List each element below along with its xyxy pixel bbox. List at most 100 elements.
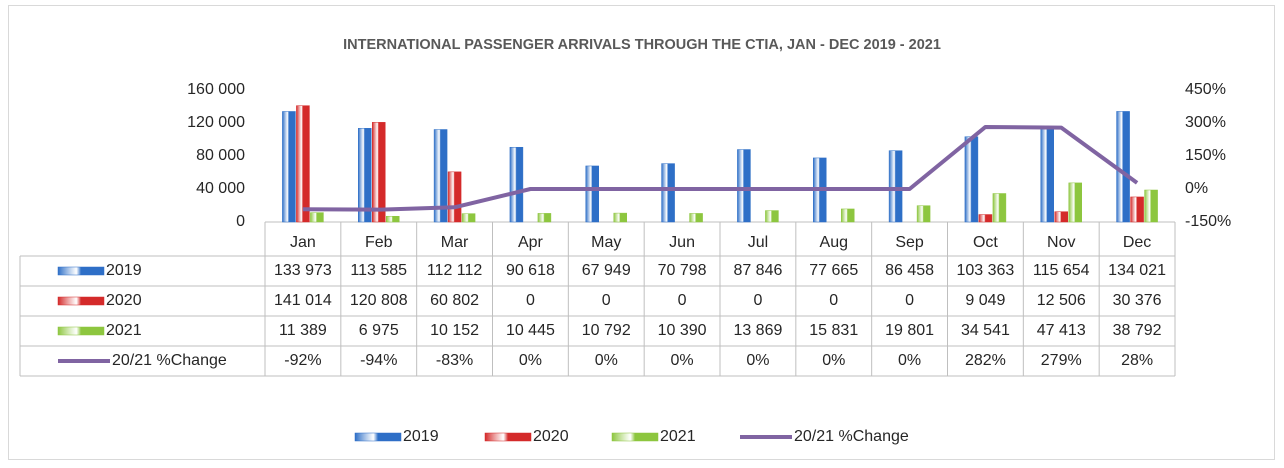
table-cell: 34 541	[961, 322, 1010, 339]
table-row-label: 20/21 %Change	[112, 352, 227, 369]
bar	[888, 150, 903, 223]
table-cell: 70 798	[658, 262, 707, 279]
table-cell: 19 801	[885, 322, 934, 339]
bar	[461, 213, 476, 223]
table-cell: 115 654	[1033, 262, 1090, 279]
y2-tick-label: 0%	[1185, 180, 1208, 197]
bar	[661, 163, 675, 223]
legend-key	[484, 432, 532, 442]
table-cell: 112 112	[427, 262, 483, 279]
bar	[310, 212, 324, 223]
bar	[433, 129, 448, 223]
x-tick-label: Apr	[518, 234, 544, 251]
x-tick-label: Jun	[669, 234, 695, 251]
legend-key	[611, 432, 659, 442]
legend-label: 2020	[533, 428, 569, 445]
table-cell: 0	[829, 292, 838, 309]
table-cell: 0%	[595, 352, 618, 369]
legend-key	[57, 326, 105, 336]
y-tick-label: 120 000	[187, 114, 245, 131]
table-cell: 0	[753, 292, 762, 309]
x-tick-label: Aug	[820, 234, 848, 251]
table-cell: 113 585	[350, 262, 407, 279]
bar	[689, 213, 703, 223]
line-series	[302, 124, 1139, 212]
table-cell: 90 618	[506, 262, 555, 279]
bar	[978, 214, 993, 223]
bar	[1054, 211, 1068, 223]
x-tick-label: Mar	[441, 234, 469, 251]
table-cell: 13 869	[733, 322, 782, 339]
table-cell: 0%	[671, 352, 694, 369]
bar	[296, 105, 310, 223]
table-cell: 12 506	[1037, 292, 1086, 309]
x-tick-label: Nov	[1047, 234, 1075, 251]
table-cell: 9 049	[965, 292, 1005, 309]
y-tick-label: 160 000	[187, 81, 245, 98]
chart-border	[8, 5, 1275, 460]
table-cell: 134 021	[1108, 262, 1166, 279]
table-row-label: 2019	[106, 262, 142, 279]
bar	[537, 213, 552, 223]
table-cell: 67 949	[582, 262, 631, 279]
x-tick-label: Sep	[895, 234, 924, 251]
y2-tick-label: 150%	[1185, 147, 1226, 164]
table-cell: 15 831	[809, 322, 858, 339]
x-tick-label: Jan	[290, 234, 316, 251]
table-cell: 120 808	[350, 292, 408, 309]
table-cell: 6 975	[359, 322, 399, 339]
table-cell: 47 413	[1037, 322, 1086, 339]
y2-tick-label: -150%	[1185, 213, 1231, 230]
table-cell: 0%	[519, 352, 542, 369]
table-cell: 60 802	[430, 292, 479, 309]
bar	[1068, 182, 1082, 223]
y2-tick-label: 450%	[1185, 81, 1226, 98]
table-cell: -94%	[360, 352, 397, 369]
legend-label: 2021	[660, 428, 696, 445]
legend-key	[57, 266, 105, 276]
table-cell: -92%	[284, 352, 321, 369]
table-cell: 282%	[965, 352, 1006, 369]
table-cell: 0	[905, 292, 914, 309]
table-cell: 86 458	[885, 262, 934, 279]
bar	[1144, 189, 1158, 223]
table-cell: 77 665	[809, 262, 858, 279]
legend-key	[57, 296, 105, 306]
bar	[372, 122, 386, 223]
table-cell: 0%	[746, 352, 769, 369]
table-cell: 141 014	[274, 292, 332, 309]
chart-title: INTERNATIONAL PASSENGER ARRIVALS THROUGH…	[343, 37, 941, 53]
table-cell: 0%	[898, 352, 921, 369]
legend-label: 20/21 %Change	[794, 428, 909, 445]
bar	[841, 208, 855, 223]
x-tick-label: Feb	[365, 234, 393, 251]
table-cell: 0%	[822, 352, 845, 369]
bar	[358, 128, 372, 223]
table-row-label: 2020	[106, 292, 142, 309]
bar	[509, 146, 524, 223]
table-cell: 28%	[1121, 352, 1153, 369]
y-tick-label: 40 000	[196, 180, 245, 197]
table-cell: -83%	[436, 352, 473, 369]
table-cell: 103 363	[956, 262, 1014, 279]
bar	[964, 136, 979, 223]
table-row-label: 2021	[106, 322, 142, 339]
table-cell: 0	[678, 292, 687, 309]
x-tick-label: Dec	[1123, 234, 1151, 251]
table-cell: 0	[602, 292, 611, 309]
table-cell: 279%	[1041, 352, 1082, 369]
table-cell: 87 846	[733, 262, 782, 279]
table-cell: 11 389	[279, 322, 327, 339]
bar	[1130, 196, 1144, 223]
table-cell: 10 445	[506, 322, 555, 339]
table-cell: 30 376	[1113, 292, 1162, 309]
bar	[1116, 111, 1130, 223]
table-cell: 133 973	[274, 262, 332, 279]
bar	[386, 215, 400, 223]
y-tick-label: 80 000	[196, 147, 245, 164]
y-tick-label: 0	[236, 213, 245, 230]
legend-label: 2019	[403, 428, 439, 445]
bar	[585, 165, 599, 223]
bar	[737, 149, 751, 223]
